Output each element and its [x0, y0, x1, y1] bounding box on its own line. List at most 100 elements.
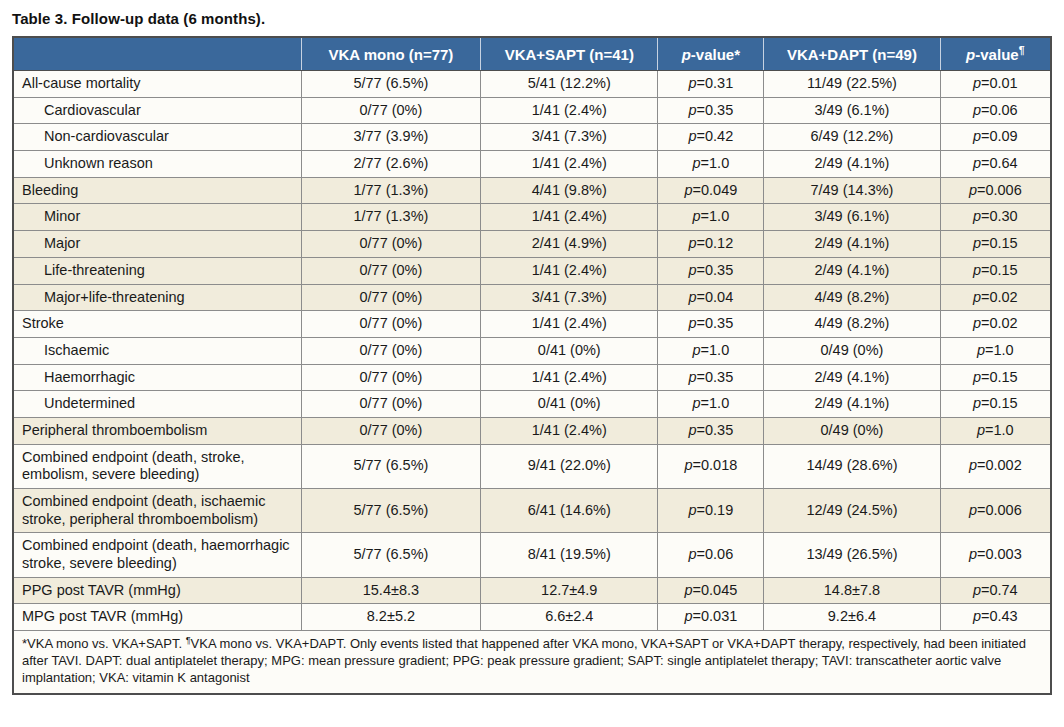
header-row: VKA mono (n=77)VKA+SAPT (n=41)p-value*VK…: [13, 37, 1051, 71]
data-cell: 7/49 (14.3%): [764, 177, 940, 204]
data-cell: 3/49 (6.1%): [764, 97, 940, 124]
row-label: Undetermined: [13, 391, 301, 418]
table-row: Bleeding1/77 (1.3%)4/41 (9.8%)p=0.0497/4…: [13, 177, 1051, 204]
row-label: Non-cardiovascular: [13, 124, 301, 151]
data-cell: 0/77 (0%): [301, 284, 480, 311]
row-label: Unknown reason: [13, 151, 301, 178]
column-header-empty: [13, 37, 301, 71]
data-cell: p=1.0: [940, 337, 1051, 364]
column-header: p-value*: [658, 37, 764, 71]
data-cell: p=0.35: [658, 417, 764, 444]
row-label: Ischaemic: [13, 337, 301, 364]
table-row: Combined endpoint (death, ischaemic stro…: [13, 489, 1051, 533]
row-label: Haemorrhagic: [13, 364, 301, 391]
table-row: Cardiovascular0/77 (0%)1/41 (2.4%)p=0.35…: [13, 97, 1051, 124]
data-cell: 3/49 (6.1%): [764, 204, 940, 231]
data-cell: 0/77 (0%): [301, 364, 480, 391]
data-cell: 1/41 (2.4%): [481, 311, 658, 338]
data-cell: 1/41 (2.4%): [481, 417, 658, 444]
data-cell: 12/49 (24.5%): [764, 489, 940, 533]
data-cell: p=0.35: [658, 97, 764, 124]
data-cell: 15.4±8.3: [301, 577, 480, 604]
data-cell: 1/41 (2.4%): [481, 97, 658, 124]
data-cell: p=0.15: [940, 257, 1051, 284]
data-cell: p=0.06: [940, 97, 1051, 124]
table-row: Ischaemic0/77 (0%)0/41 (0%) p=1.00/49 (0%…: [13, 337, 1051, 364]
row-label: Minor: [13, 204, 301, 231]
data-cell: 0/77 (0%): [301, 337, 480, 364]
data-cell: p=1.0: [658, 391, 764, 418]
column-header: VKA+DAPT (n=49): [764, 37, 940, 71]
table-footer: *VKA mono vs. VKA+SAPT. ¶VKA mono vs. VK…: [13, 631, 1051, 694]
data-cell: 5/77 (6.5%): [301, 489, 480, 533]
data-cell: 0/49 (0%): [764, 337, 940, 364]
row-label: PPG post TAVR (mmHg): [13, 577, 301, 604]
data-cell: p=1.0: [658, 204, 764, 231]
data-cell: 2/49 (4.1%): [764, 391, 940, 418]
table-row: Haemorrhagic0/77 (0%)1/41 (2.4%)p=0.352/…: [13, 364, 1051, 391]
data-cell: p=0.43: [940, 604, 1051, 631]
column-header: VKA+SAPT (n=41): [481, 37, 658, 71]
data-cell: 8.2±5.2: [301, 604, 480, 631]
data-cell: p=0.12: [658, 231, 764, 258]
data-cell: 6/41 (14.6%): [481, 489, 658, 533]
data-cell: 3/77 (3.9%): [301, 124, 480, 151]
data-cell: p=0.31: [658, 71, 764, 98]
table-row: Life-threatening0/77 (0%)1/41 (2.4%)p=0.…: [13, 257, 1051, 284]
data-cell: p=0.15: [940, 364, 1051, 391]
row-label: Cardiovascular: [13, 97, 301, 124]
data-cell: p=0.01: [940, 71, 1051, 98]
data-cell: 1/41 (2.4%): [481, 257, 658, 284]
data-cell: p=0.003: [940, 533, 1051, 577]
data-cell: 3/41 (7.3%): [481, 124, 658, 151]
data-cell: 9/41 (22.0%): [481, 444, 658, 488]
data-cell: 4/49 (8.2%): [764, 311, 940, 338]
footnote-row: *VKA mono vs. VKA+SAPT. ¶VKA mono vs. VK…: [13, 631, 1051, 694]
data-cell: p=0.35: [658, 364, 764, 391]
row-label: Life-threatening: [13, 257, 301, 284]
data-cell: p=0.049: [658, 177, 764, 204]
data-cell: p=1.0: [940, 417, 1051, 444]
data-cell: 4/41 (9.8%): [481, 177, 658, 204]
data-cell: p=0.031: [658, 604, 764, 631]
data-cell: p=0.002: [940, 444, 1051, 488]
data-cell: 4/49 (8.2%): [764, 284, 940, 311]
row-label: Combined endpoint (death, stroke, emboli…: [13, 444, 301, 488]
table-row: Combined endpoint (death, stroke, emboli…: [13, 444, 1051, 488]
row-label: Bleeding: [13, 177, 301, 204]
data-cell: p=0.02: [940, 311, 1051, 338]
row-label: Major+life-threatening: [13, 284, 301, 311]
data-cell: 0/77 (0%): [301, 231, 480, 258]
footnote: *VKA mono vs. VKA+SAPT. ¶VKA mono vs. VK…: [13, 631, 1051, 694]
data-cell: 5/41 (12.2%): [481, 71, 658, 98]
row-label: Stroke: [13, 311, 301, 338]
data-cell: 2/49 (4.1%): [764, 257, 940, 284]
data-cell: p=0.09: [940, 124, 1051, 151]
data-cell: p=0.15: [940, 231, 1051, 258]
data-cell: 11/49 (22.5%): [764, 71, 940, 98]
table-header: VKA mono (n=77)VKA+SAPT (n=41)p-value*VK…: [13, 37, 1051, 71]
data-cell: p=0.045: [658, 577, 764, 604]
data-cell: 13/49 (26.5%): [764, 533, 940, 577]
data-cell: 1/41 (2.4%): [481, 364, 658, 391]
table-row: Undetermined0/77 (0%)0/41 (0%)p=1.02/49 …: [13, 391, 1051, 418]
data-cell: 0/41 (0%): [481, 337, 658, 364]
table-row: Major0/77 (0%)2/41 (4.9%)p=0.122/49 (4.1…: [13, 231, 1051, 258]
data-cell: p=0.35: [658, 257, 764, 284]
data-cell: 2/49 (4.1%): [764, 151, 940, 178]
data-cell: 5/77 (6.5%): [301, 444, 480, 488]
data-cell: 0/77 (0%): [301, 97, 480, 124]
table-row: Combined endpoint (death, haemorrhagic s…: [13, 533, 1051, 577]
data-cell: 1/77 (1.3%): [301, 177, 480, 204]
table-row: MPG post TAVR (mmHg)8.2±5.26.6±2.4p=0.03…: [13, 604, 1051, 631]
data-cell: p=0.018: [658, 444, 764, 488]
data-cell: 6.6±2.4: [481, 604, 658, 631]
data-cell: 14.8±7.8: [764, 577, 940, 604]
table-row: All-cause mortality5/77 (6.5%)5/41 (12.2…: [13, 71, 1051, 98]
data-cell: 0/77 (0%): [301, 391, 480, 418]
row-label: Major: [13, 231, 301, 258]
table-row: Stroke0/77 (0%)1/41 (2.4%)p=0.354/49 (8.…: [13, 311, 1051, 338]
data-cell: 1/77 (1.3%): [301, 204, 480, 231]
data-cell: 12.7±4.9: [481, 577, 658, 604]
row-label: Combined endpoint (death, ischaemic stro…: [13, 489, 301, 533]
